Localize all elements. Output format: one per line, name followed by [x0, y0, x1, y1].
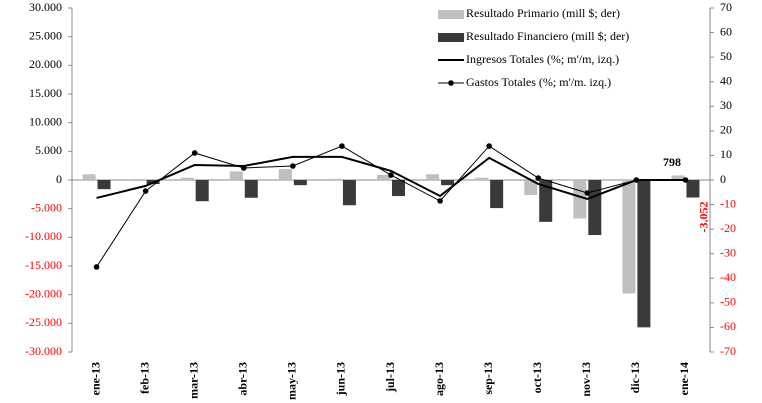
x-tick-label: may-13	[285, 362, 299, 400]
bar	[490, 180, 504, 209]
marker	[339, 143, 345, 149]
legend-swatch	[438, 33, 464, 42]
y-tick-label: 20.000	[29, 57, 62, 71]
y2-tick-label: -10	[720, 196, 736, 210]
marker	[535, 175, 542, 181]
x-tick-label: ene-14	[677, 362, 691, 395]
value-label: -3.052	[697, 201, 711, 232]
y2-tick-label: 50	[720, 49, 732, 63]
x-tick-label: sep-13	[481, 362, 495, 395]
y-tick-label: 25.000	[29, 28, 62, 42]
legend-swatch	[438, 10, 464, 19]
y2-tick-label: 10	[720, 147, 732, 161]
marker	[388, 172, 394, 178]
y-tick-label: -10.000	[25, 229, 62, 243]
y2-tick-label: -30	[720, 245, 736, 259]
bar	[441, 180, 455, 186]
marker	[142, 188, 149, 194]
y2-tick-label: -40	[720, 270, 736, 284]
x-tick-label: jul-13	[383, 362, 397, 393]
marker	[584, 190, 591, 196]
y-tick-label: 10.000	[29, 114, 62, 128]
marker	[191, 150, 198, 156]
legend-label: Gastos Totales (%; m'/m. izq.)	[466, 75, 611, 89]
bar	[637, 180, 651, 328]
bar	[539, 180, 553, 222]
x-tick-label: dic-13	[628, 362, 642, 393]
bar	[426, 174, 440, 180]
bar	[131, 180, 145, 182]
bar	[293, 180, 307, 186]
y-tick-label: 15.000	[29, 86, 62, 100]
bar	[195, 180, 209, 202]
x-tick-label: feb-13	[137, 362, 151, 394]
marker	[682, 177, 689, 183]
bar	[244, 180, 258, 198]
marker	[437, 198, 443, 204]
bar	[573, 180, 587, 219]
bar	[229, 171, 243, 180]
y2-tick-label: 60	[720, 24, 732, 38]
y2-tick-label: 0	[720, 172, 726, 186]
y2-tick-label: -20	[720, 221, 736, 235]
y-tick-label: 30.000	[29, 0, 62, 14]
value-label: 798	[663, 155, 681, 169]
marker	[633, 177, 640, 183]
y-tick-label: -30.000	[25, 344, 62, 358]
bar	[97, 180, 111, 190]
bar	[475, 177, 489, 180]
x-tick-label: mar-13	[186, 362, 200, 399]
marker	[486, 143, 492, 149]
marker	[93, 264, 100, 270]
y2-tick-label: 20	[720, 123, 732, 137]
legend-label: Resultado Primario (mill $; der)	[466, 6, 620, 20]
y-tick-label: 5.000	[35, 143, 62, 157]
bar	[686, 180, 700, 198]
legend-label: Resultado Financiero (mill $; der)	[466, 29, 629, 43]
y2-tick-label: 30	[720, 98, 732, 112]
legend-label: Ingresos Totales (%; m'/m, izq.)	[466, 52, 619, 66]
y-tick-label: -25.000	[25, 315, 62, 329]
y2-tick-label: -50	[720, 295, 736, 309]
y-tick-label: -15.000	[25, 258, 62, 272]
y2-tick-label: -60	[720, 319, 736, 333]
y-tick-label: -20.000	[25, 286, 62, 300]
y-tick-label: -5.000	[31, 200, 62, 214]
x-tick-label: jun-13	[334, 362, 348, 396]
legend-marker	[448, 80, 454, 86]
x-tick-label: ago-13	[432, 362, 446, 396]
line	[96, 155, 686, 200]
bar	[588, 180, 602, 236]
bar	[82, 174, 96, 180]
bar	[278, 169, 292, 180]
bar	[524, 180, 538, 195]
y2-tick-label: -70	[720, 344, 736, 358]
bar	[392, 180, 405, 197]
x-tick-label: oct-13	[530, 362, 544, 393]
y-tick-label: 0	[56, 172, 62, 186]
x-tick-label: abr-13	[236, 362, 250, 396]
marker	[240, 165, 247, 171]
bar	[622, 180, 636, 294]
x-tick-label: nov-13	[579, 362, 593, 397]
y2-tick-label: 70	[720, 0, 732, 14]
bar	[180, 177, 194, 180]
marker	[290, 163, 296, 169]
x-tick-label: ene-13	[88, 362, 102, 395]
bar	[342, 180, 356, 206]
y2-tick-label: 40	[720, 73, 732, 87]
bar	[377, 174, 390, 180]
bar	[327, 178, 341, 180]
bar	[671, 175, 685, 180]
